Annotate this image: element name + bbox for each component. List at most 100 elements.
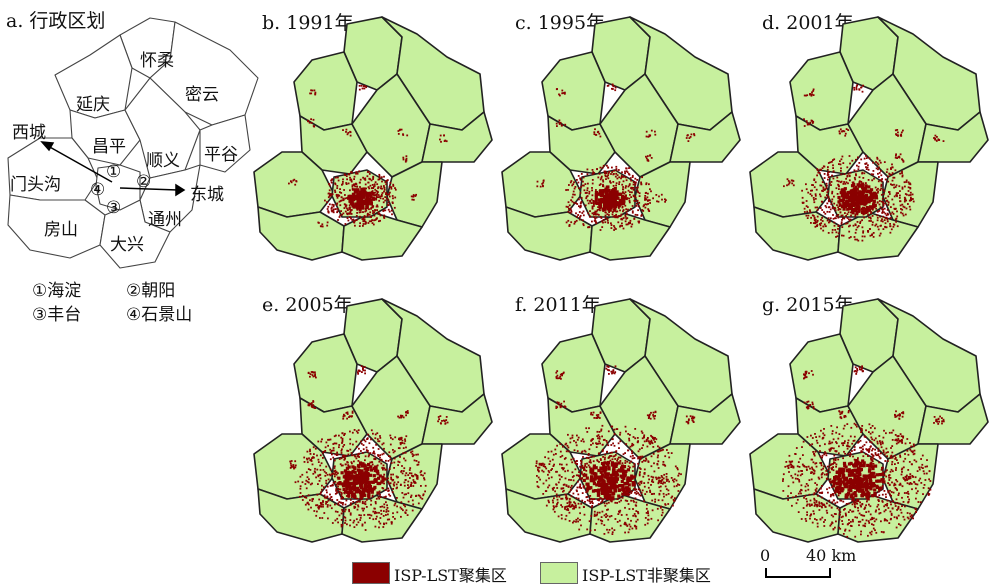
cluster-dot [559,406,562,409]
cluster-dot [607,518,610,521]
cluster-dot [345,455,347,457]
cluster-dot [814,181,817,184]
cluster-dot [625,217,628,220]
cluster-dot [356,478,360,483]
cluster-dot [582,456,584,458]
cluster-dot [307,404,310,406]
cluster-dot [340,464,343,467]
cluster-dot [360,187,364,191]
cluster-dot [377,211,380,214]
cluster-dot [354,224,356,227]
cluster-dot [851,196,855,200]
cluster-dot [848,179,851,182]
cluster-dot [651,509,654,512]
cluster-dot [368,513,371,516]
cluster-dot [348,483,352,488]
cluster-dot [390,186,393,189]
cluster-dot [637,512,640,515]
cluster-dot [311,482,313,485]
cluster-dot [373,478,377,483]
cluster-dot [350,180,353,183]
cluster-dot [632,508,634,510]
cluster-dot [870,206,874,210]
cluster-dot [386,518,389,521]
cluster-dot [662,492,665,495]
cluster-dot [615,484,619,489]
cluster-dot [395,483,398,486]
cluster-dot [670,496,673,499]
cluster-dot [853,86,855,89]
cluster-dot [392,451,395,454]
cluster-dot [587,453,590,455]
cluster-dot [814,219,817,221]
cluster-dot [589,461,592,463]
cluster-dot [617,169,620,171]
cluster-dot [656,463,659,466]
cluster-dot [607,209,610,212]
cluster-dot [359,207,362,210]
cluster-dot [310,405,313,407]
cluster-dot [405,509,408,512]
cluster-dot [895,207,897,210]
cluster-dot [861,445,864,448]
cluster-dot [414,482,417,484]
cluster-dot [913,459,916,462]
cluster-dot [594,472,598,476]
cluster-dot [887,491,890,494]
cluster-dot [412,454,415,456]
cluster-dot [616,215,618,218]
cluster-dot [327,499,330,502]
cluster-dot [339,463,342,466]
cluster-dot [619,209,621,212]
cluster-dot [819,195,822,198]
cluster-dot [391,491,394,493]
cluster-dot [645,457,647,460]
cluster-dot [607,457,610,459]
cluster-dot [828,171,830,173]
cluster-dot [317,505,320,508]
cluster-dot [360,191,364,195]
cluster-dot [403,484,406,487]
cluster-dot [542,185,544,188]
cluster-dot [571,434,574,437]
cluster-dot [310,92,313,95]
cluster-dot [806,122,809,124]
cluster-dot [586,499,589,502]
cluster-dot [592,472,596,476]
cluster-dot [868,220,871,222]
cluster-dot [835,187,838,190]
cluster-dot [876,225,879,228]
cluster-dot [359,209,362,211]
cluster-dot [846,192,850,196]
cluster-dot [581,492,584,494]
cluster-dot [839,211,842,214]
cluster-dot [817,476,820,479]
cluster-dot [548,477,550,480]
cluster-dot [346,411,349,414]
cluster-dot [882,208,884,211]
cluster-dot [596,513,598,516]
cluster-dot [628,523,631,526]
cluster-dot [655,194,658,196]
cluster-dot [372,212,374,214]
cluster-dot [641,447,643,449]
cluster-dot [413,482,416,484]
cluster-dot [809,193,812,195]
cluster-dot [814,450,817,453]
cluster-dot [623,523,626,525]
cluster-dot [637,488,640,491]
cluster-dot [583,189,586,192]
cluster-dot [382,464,385,467]
label-fangshan: 房山 [44,220,78,240]
cluster-dot [906,512,909,514]
cluster-dot [336,517,339,520]
cluster-dot [646,414,649,417]
cluster-dot [909,475,912,478]
district-outlines [501,298,741,543]
cluster-dot [657,467,660,469]
cluster-dot [588,226,591,229]
cluster-dot [568,503,571,505]
cluster-dot [373,455,376,458]
cluster-dot [907,496,909,498]
cluster-dot [630,187,632,189]
